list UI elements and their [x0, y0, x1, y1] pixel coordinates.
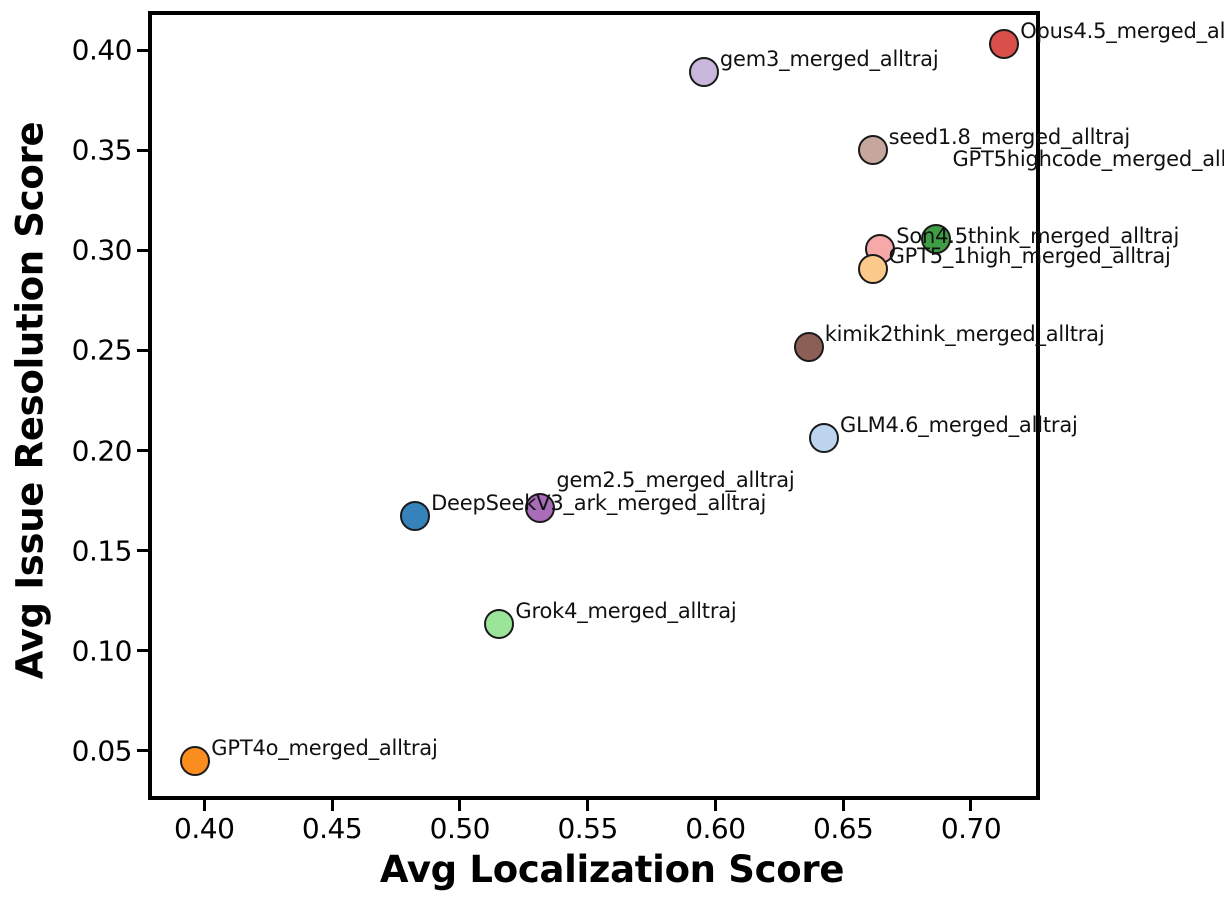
- y-tick-mark: [137, 148, 148, 152]
- data-point[interactable]: [180, 745, 211, 776]
- data-point[interactable]: [857, 135, 888, 166]
- x-tick-mark: [202, 800, 206, 811]
- data-point-label: GLM4.6_merged_alltraj: [840, 412, 1078, 437]
- y-tick-mark: [137, 248, 148, 252]
- x-tick-label: 0.40: [174, 812, 235, 845]
- y-tick-label: 0.40: [71, 33, 133, 67]
- x-tick-mark: [330, 800, 334, 811]
- data-point[interactable]: [525, 492, 556, 523]
- data-point-label: Opus4.5_merged_alltraj: [1020, 19, 1224, 44]
- data-point[interactable]: [921, 224, 952, 255]
- y-tick-label: 0.15: [71, 534, 133, 568]
- y-tick-mark: [137, 348, 148, 352]
- data-point-label: kimik2think_merged_alltraj: [824, 322, 1105, 347]
- plot-area: [148, 11, 1040, 800]
- data-point[interactable]: [809, 422, 840, 453]
- y-tick-label: 0.05: [71, 734, 133, 768]
- data-point-label: GPT5_1high_merged_alltraj: [888, 244, 1171, 269]
- y-tick-mark: [137, 449, 148, 453]
- x-tick-label: 0.60: [685, 812, 746, 845]
- x-axis-label: Avg Localization Score: [379, 848, 845, 891]
- y-tick-label: 0.20: [71, 434, 133, 468]
- y-tick-label: 0.25: [71, 333, 133, 367]
- data-point[interactable]: [688, 57, 719, 88]
- y-tick-mark: [137, 48, 148, 52]
- y-tick-mark: [137, 549, 148, 553]
- y-tick-label: 0.30: [71, 233, 133, 267]
- data-point[interactable]: [484, 608, 515, 639]
- data-point-label: gem3_merged_alltraj: [719, 47, 939, 72]
- x-tick-label: 0.70: [940, 812, 1002, 845]
- data-point[interactable]: [400, 500, 431, 531]
- x-tick-mark: [969, 800, 973, 811]
- data-point[interactable]: [857, 254, 888, 285]
- data-point-label: GPT5highcode_merged_alltraj: [952, 147, 1224, 172]
- y-tick-mark: [137, 749, 148, 753]
- y-tick-label: 0.10: [71, 634, 133, 668]
- data-point-label: gem2.5_merged_alltraj: [556, 467, 795, 492]
- data-point[interactable]: [793, 332, 824, 363]
- y-tick-label: 0.35: [71, 133, 133, 167]
- y-tick-mark: [137, 649, 148, 653]
- data-point[interactable]: [989, 29, 1020, 60]
- x-tick-mark: [458, 800, 462, 811]
- data-point-label: seed1.8_merged_alltraj: [888, 125, 1131, 150]
- data-point-label: Son4.5think_merged_alltraj: [896, 224, 1180, 249]
- y-axis-label: Avg Issue Resolution Score: [8, 121, 52, 679]
- x-tick-mark: [841, 800, 845, 811]
- x-tick-mark: [713, 800, 717, 811]
- x-tick-label: 0.65: [813, 812, 874, 845]
- x-tick-label: 0.55: [557, 812, 618, 845]
- data-point-label: Grok4_merged_alltraj: [515, 598, 737, 623]
- x-tick-mark: [586, 800, 590, 811]
- y-axis-label-wrapper: Avg Issue Resolution Score: [0, 0, 60, 800]
- data-point-label: GPT4o_merged_alltraj: [211, 735, 438, 760]
- x-tick-label: 0.45: [301, 812, 363, 845]
- data-point-label: DeepSeekV3_ark_merged_alltraj: [431, 490, 767, 515]
- x-tick-label: 0.50: [429, 812, 491, 845]
